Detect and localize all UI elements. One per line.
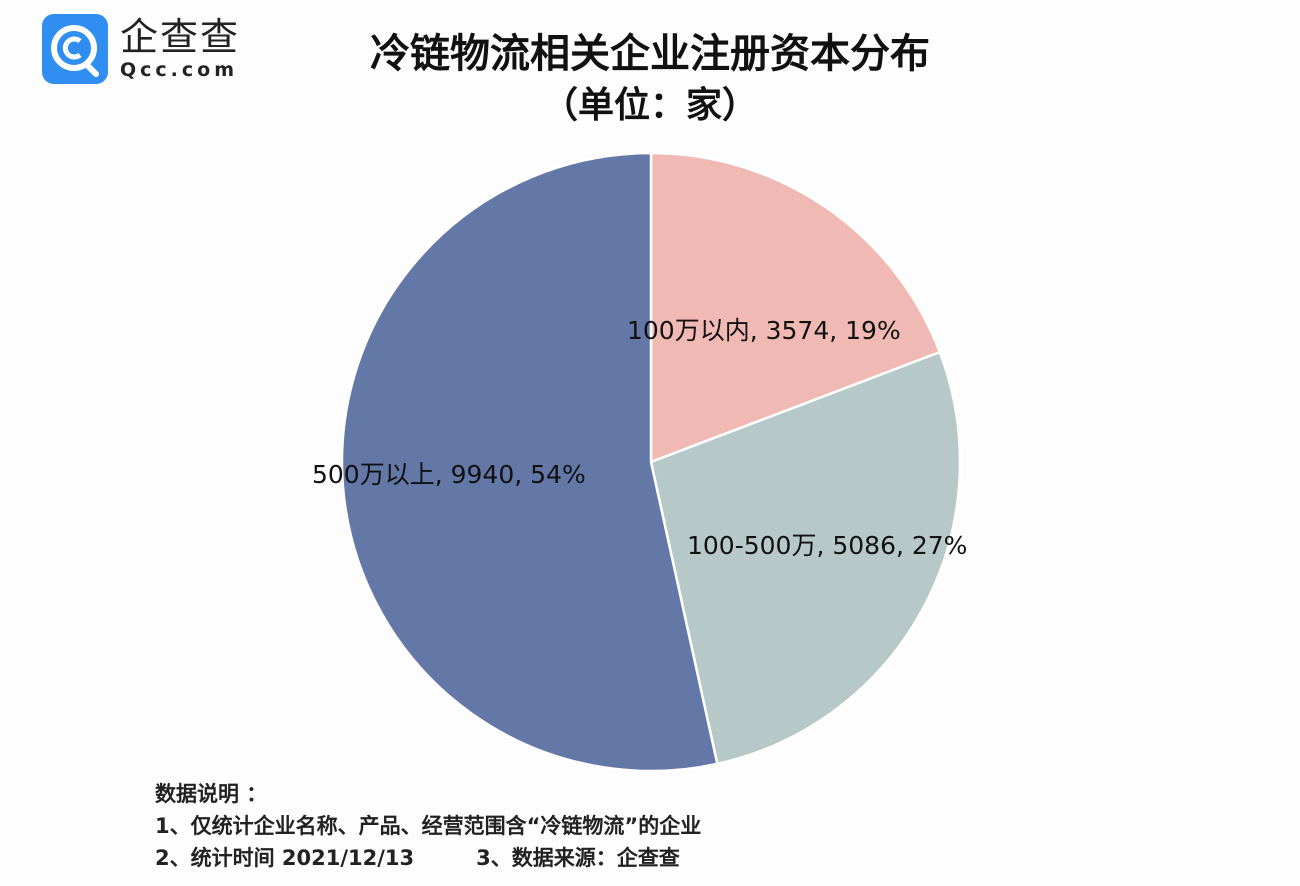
notes-line-2: 2、统计时间 2021/12/13 3、数据来源：企查查 (155, 842, 701, 874)
chart-title: 冷链物流相关企业注册资本分布 (370, 31, 930, 77)
data-notes: 数据说明 ： 1、仅统计企业名称、产品、经营范围含“冷链物流”的企业 2、统计时… (155, 778, 701, 874)
logo-name-en: Qcc.com (120, 59, 239, 81)
notes-heading: 数据说明 ： (155, 782, 268, 806)
logo-name-cn: 企查查 (120, 15, 241, 59)
slice-label-under-100w: 100万以内, 3574, 19% (627, 316, 901, 345)
notes-stat-time: 2、统计时间 2021/12/13 (155, 846, 415, 870)
slice-label-100-500w: 100-500万, 5086, 27% (687, 531, 968, 560)
notes-line-1: 1、仅统计企业名称、产品、经营范围含“冷链物流”的企业 (155, 814, 702, 838)
qcc-q-logo-icon (42, 14, 108, 84)
slice-label-over-500w: 500万以上, 9940, 54% (312, 460, 586, 489)
pie-slice (649, 350, 962, 766)
notes-data-source: 3、数据来源：企查查 (476, 846, 680, 870)
chart-subtitle: （单位：家） (541, 85, 758, 126)
qcc-logo: 企查查 Qcc.com (42, 14, 240, 84)
pie-slice (340, 151, 719, 773)
pie-slice (649, 151, 942, 464)
